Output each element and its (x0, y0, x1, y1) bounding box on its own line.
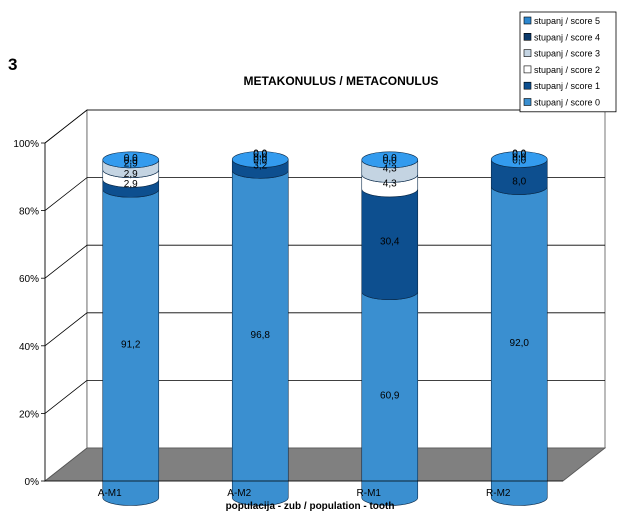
bar-top-cap (231, 151, 289, 168)
y-tick-label: 20% (19, 409, 39, 420)
gridline (44, 244, 605, 279)
figure-number: 3 (8, 55, 17, 74)
data-label: 0,0 (253, 156, 267, 167)
x-axis-title: populacija - zub / population - tooth (226, 501, 395, 512)
y-tick-label: 40% (19, 342, 39, 353)
data-label: 4,3 (383, 178, 397, 189)
gridline (44, 109, 605, 144)
axes: 0% 20% 40% 60% 80% 100% A-M1 A-M2 R-M1 R-M2 (13, 139, 563, 499)
legend-swatch (523, 65, 532, 74)
data-label: 4,3 (383, 163, 397, 174)
legend: stupanj / score 5 stupanj / score 4 stupan… (519, 11, 617, 113)
legend-label: stupanj / score 2 (534, 65, 600, 75)
data-label: 3,2 (253, 160, 267, 171)
data-label: 0,0 (512, 149, 526, 160)
x-tick-label: A-M1 (98, 488, 122, 499)
legend-swatch (523, 98, 532, 106)
data-label: 0,0 (124, 156, 138, 167)
data-label: 0,0 (253, 153, 267, 164)
data-label: 96,8 (251, 330, 271, 341)
bars: 91,22,92,92,90,00,096,83,20,00,00,00,060… (102, 149, 548, 506)
y-tick-label: 0% (25, 477, 40, 488)
data-label: 0,0 (383, 153, 397, 164)
data-label: 0,0 (383, 156, 397, 167)
bar-top-cap (102, 151, 160, 169)
legend-swatch (523, 49, 532, 57)
bar-top-cap (490, 151, 548, 168)
data-label: 2,9 (124, 179, 138, 190)
data-label: 92,0 (510, 338, 530, 349)
legend-label: stupanj / score 5 (534, 16, 600, 26)
data-label: 8,0 (512, 177, 526, 188)
legend-label: stupanj / score 4 (534, 32, 600, 42)
side-wall (44, 109, 88, 482)
y-tick-label: 60% (19, 274, 39, 285)
data-label: 60,9 (380, 391, 400, 402)
x-tick-label: R-M1 (357, 488, 382, 499)
x-tick-label: R-M2 (486, 488, 511, 499)
legend-label: stupanj / score 1 (534, 81, 600, 91)
data-label: 0,0 (512, 153, 526, 164)
data-label: 0,0 (512, 149, 526, 160)
legend-label: stupanj / score 3 (534, 49, 600, 59)
data-label: 0,0 (253, 149, 267, 160)
data-label: 2,9 (124, 169, 138, 180)
data-label: 91,2 (121, 339, 141, 350)
data-label: 0,0 (124, 153, 138, 164)
legend-swatch (523, 16, 532, 25)
gridline (44, 312, 605, 347)
y-tick-label: 80% (19, 207, 39, 218)
y-tick-label: 100% (13, 139, 39, 150)
legend-box (519, 11, 617, 113)
gridline (44, 177, 605, 211)
bar-top-cap (361, 151, 419, 169)
x-tick-label: A-M2 (227, 488, 251, 499)
data-label: 2,9 (124, 159, 138, 170)
data-label: 0,0 (512, 156, 526, 167)
plot-walls (43, 109, 607, 482)
legend-label: stupanj / score 0 (534, 98, 600, 108)
legend-swatch (523, 32, 532, 41)
chart-title: METAKONULUS / METACONULUS (244, 74, 439, 88)
gridline (44, 379, 605, 414)
data-label: 30,4 (380, 236, 400, 247)
legend-swatch (523, 81, 532, 90)
data-label: 0,0 (253, 149, 267, 160)
